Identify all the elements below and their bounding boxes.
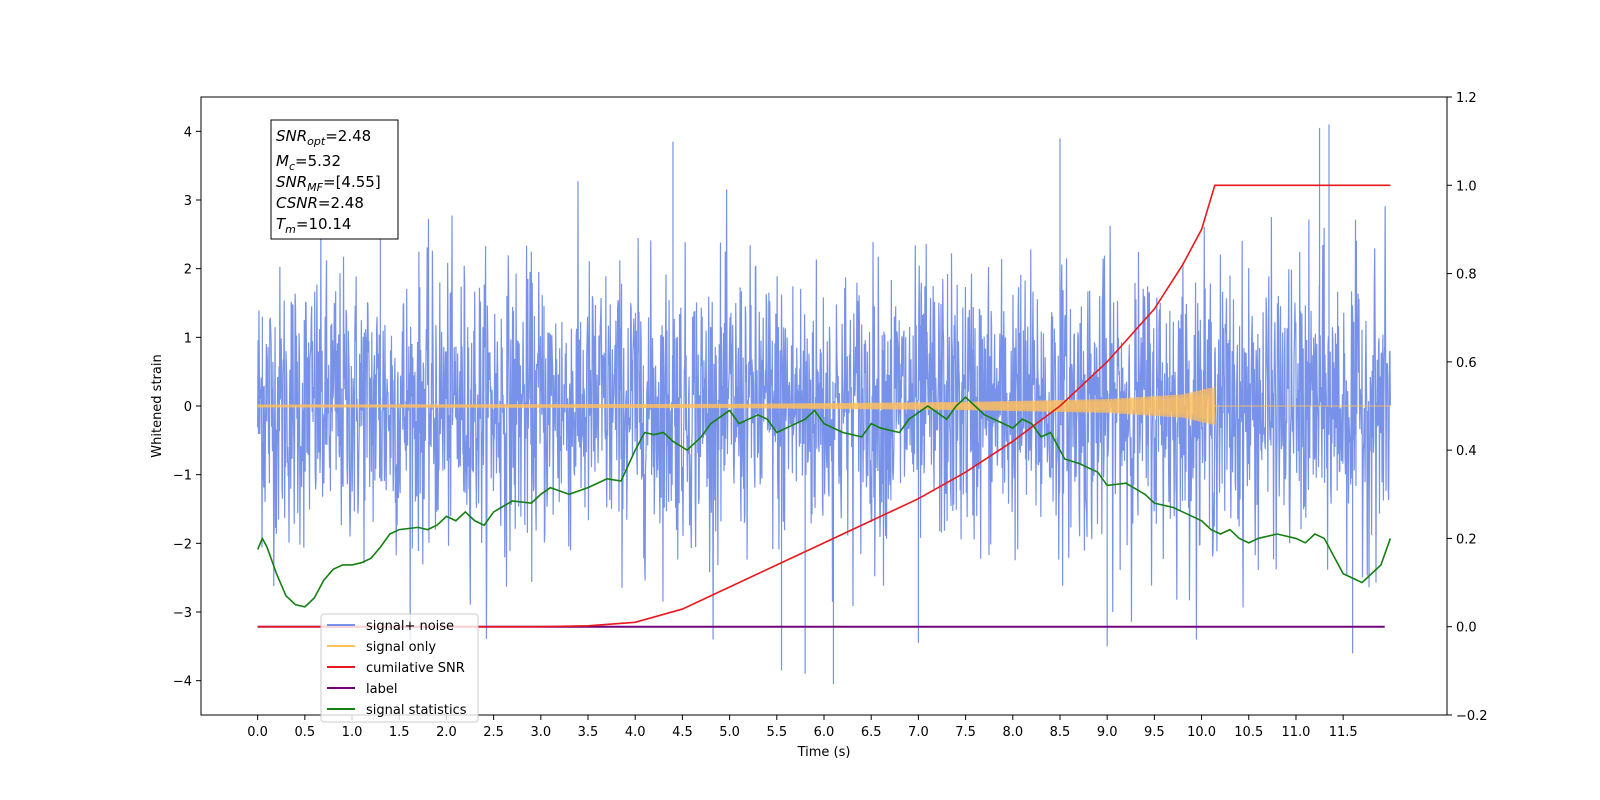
x-tick-label: 9.0 bbox=[1097, 725, 1118, 740]
legend-label: signal+ noise bbox=[366, 619, 454, 634]
stats-tm-sub: m bbox=[285, 223, 296, 236]
legend-label: cumilative SNR bbox=[366, 661, 465, 676]
x-tick-label: 0.5 bbox=[294, 725, 315, 740]
y-right-tick-label: 0.8 bbox=[1456, 268, 1477, 283]
stats-mc-value: =5.32 bbox=[295, 152, 341, 170]
y-left-tick-label: 4 bbox=[184, 125, 192, 140]
x-tick-label: 6.0 bbox=[814, 725, 835, 740]
y-left-tick-label: 2 bbox=[184, 263, 192, 278]
x-tick-label: 1.0 bbox=[342, 725, 363, 740]
x-tick-label: 10.5 bbox=[1234, 725, 1263, 740]
x-tick-label: 9.5 bbox=[1144, 725, 1165, 740]
stats-csnr-value: =2.48 bbox=[318, 194, 364, 212]
y-right-tick-label: 1.0 bbox=[1456, 179, 1477, 194]
y-left-tick-label: 1 bbox=[184, 331, 192, 346]
legend: signal+ noise signal only cumilative SNR la… bbox=[320, 613, 479, 723]
stats-tm-name: T bbox=[276, 215, 287, 233]
x-tick-label: 3.5 bbox=[578, 725, 599, 740]
legend-label: signal only bbox=[366, 640, 436, 655]
x-tick-label: 6.5 bbox=[861, 725, 882, 740]
x-tick-label: 4.5 bbox=[672, 725, 693, 740]
stats-csnr: CSNR=2.48 bbox=[276, 194, 364, 212]
series-signal-statistics bbox=[256, 396, 1392, 608]
legend-frame bbox=[320, 613, 479, 723]
x-tick-label: 11.5 bbox=[1329, 725, 1358, 740]
x-tick-label: 3.0 bbox=[530, 725, 551, 740]
stats-snr-opt-name: SNR bbox=[276, 127, 307, 145]
x-tick-label: 2.5 bbox=[483, 725, 504, 740]
y-left-tick-label: 3 bbox=[184, 194, 192, 209]
legend-label: signal statistics bbox=[366, 703, 467, 718]
x-tick-label: 7.0 bbox=[908, 725, 929, 740]
stats-snr-opt-sub: opt bbox=[307, 135, 326, 148]
y-right-tick-label: 0.6 bbox=[1456, 356, 1477, 371]
stats-mc-name: M bbox=[276, 152, 289, 170]
x-tick-label: 8.0 bbox=[1002, 725, 1023, 740]
y-left-tick-label: −3 bbox=[173, 606, 192, 621]
stats-snr-opt: SNRopt=2.48 bbox=[276, 127, 371, 148]
stats-snr-mf: SNRMF=[4.55] bbox=[276, 173, 381, 194]
y-axis-title: Whitened strain bbox=[150, 354, 165, 457]
stats-tm-value: =10.14 bbox=[296, 215, 352, 233]
axes: 0.0 0.5 1.0 1.5 2.0 2.5 3.0 3.5 4.0 4.5 5.0 5.5 6.0 6… bbox=[150, 91, 1488, 760]
stats-mc: Mc=5.32 bbox=[276, 152, 341, 173]
x-tick-label: 2.0 bbox=[436, 725, 457, 740]
x-tick-label: 10.0 bbox=[1187, 725, 1216, 740]
y-right-tick-label: −0.2 bbox=[1456, 709, 1488, 724]
stats-snr-opt-value: =2.48 bbox=[325, 127, 371, 145]
y-left-tick-label: 0 bbox=[184, 400, 192, 415]
x-axis-title: Time (s) bbox=[797, 745, 851, 760]
x-tick-label: 4.0 bbox=[625, 725, 646, 740]
y-left-tick-label: −2 bbox=[173, 537, 192, 552]
plot-area bbox=[256, 124, 1392, 685]
x-tick-label: 8.5 bbox=[1050, 725, 1071, 740]
x-tick-label: 5.0 bbox=[719, 725, 740, 740]
stats-snr-mf-sub: MF bbox=[307, 181, 323, 194]
x-tick-label: 5.5 bbox=[766, 725, 787, 740]
stats-snr-mf-value: =[4.55] bbox=[323, 173, 381, 191]
x-tick-label: 11.0 bbox=[1281, 725, 1310, 740]
x-tick-label: 0.0 bbox=[247, 725, 268, 740]
y-right-tick-label: 1.2 bbox=[1456, 91, 1477, 106]
y-right-tick-label: 0.2 bbox=[1456, 532, 1477, 547]
legend-label: label bbox=[366, 682, 397, 697]
series-cumulative-snr bbox=[257, 184, 1391, 628]
y-left-tick-label: −4 bbox=[173, 675, 192, 690]
stats-tm: Tm=10.14 bbox=[276, 215, 351, 236]
x-tick-label: 7.5 bbox=[955, 725, 976, 740]
stats-box-frame bbox=[270, 119, 399, 240]
y-right-tick-label: 0.4 bbox=[1456, 444, 1477, 459]
series-signal-only bbox=[257, 386, 1391, 426]
stats-snr-mf-name: SNR bbox=[276, 173, 307, 191]
x-tick-label: 1.5 bbox=[389, 725, 410, 740]
stats-csnr-name: CSNR bbox=[276, 194, 318, 212]
stats-mc-sub: c bbox=[289, 160, 295, 173]
y-right-tick-label: 0.0 bbox=[1456, 621, 1477, 636]
y-left-tick-label: −1 bbox=[173, 469, 192, 484]
stats-box: SNRopt=2.48 Mc=5.32 SNRMF=[4.55] CSNR=2.… bbox=[270, 119, 399, 240]
series-layer bbox=[256, 124, 1392, 685]
